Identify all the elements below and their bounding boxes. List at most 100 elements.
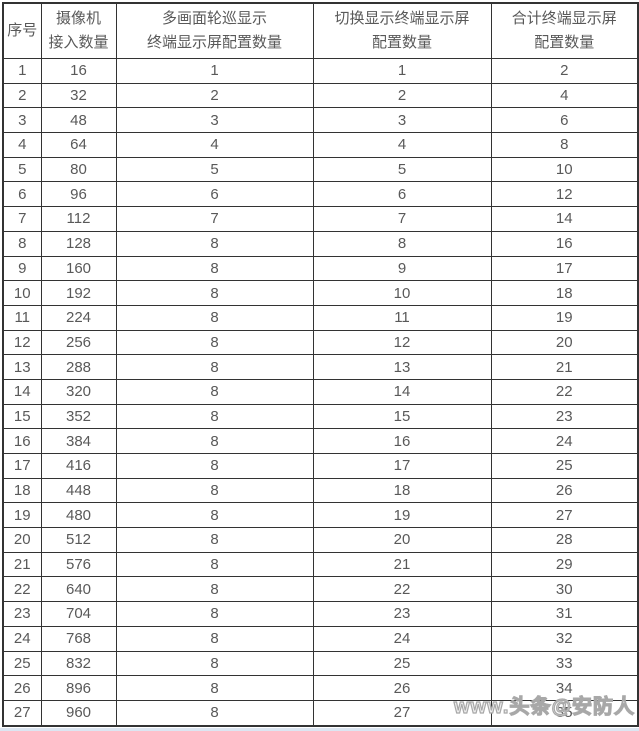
- table-cell: 480: [40, 502, 117, 529]
- table-cell: 22: [490, 378, 639, 405]
- table-cell: 4: [312, 132, 492, 158]
- table-cell: 15: [2, 403, 42, 430]
- table-cell: 10: [490, 156, 639, 183]
- table-cell: 112: [40, 206, 117, 232]
- table-cell: 6: [2, 181, 42, 208]
- table-cell: 32: [490, 625, 639, 652]
- table-row: 21 576 8 21 29: [2, 551, 639, 578]
- table-cell: 8: [115, 699, 314, 727]
- table-cell: 8: [115, 453, 314, 479]
- table-cell: 8: [115, 428, 314, 454]
- table-cell: 7: [312, 206, 492, 232]
- table-cell: 8: [115, 230, 314, 257]
- table-cell: 13: [2, 354, 42, 380]
- table-row: 4 64 4 4 8: [2, 132, 639, 158]
- table-cell: 8: [115, 477, 314, 504]
- table-cell: 34: [490, 675, 639, 701]
- table-cell: 23: [2, 601, 42, 627]
- table-cell: 26: [2, 675, 42, 701]
- header-multiscreen-patrol-line2: 终端显示屏配置数量: [146, 34, 282, 51]
- table-cell: 832: [40, 650, 117, 677]
- table-cell: 4: [490, 82, 639, 109]
- table-cell: 35: [490, 699, 639, 727]
- table-cell: 8: [312, 230, 492, 257]
- table-row: 6 96 6 6 12: [2, 181, 639, 208]
- table-row: 19 480 8 19 27: [2, 502, 639, 529]
- table-cell: 2: [2, 82, 42, 109]
- table-cell: 448: [40, 477, 117, 504]
- table-cell: 14: [2, 378, 42, 405]
- table-cell: 19: [490, 304, 639, 331]
- table-cell: 384: [40, 428, 117, 454]
- table-row: 7 112 7 7 14: [2, 206, 639, 232]
- table-cell: 2: [115, 82, 314, 109]
- table-cell: 48: [40, 107, 117, 134]
- header-switch-display-line2: 配置数量: [371, 34, 432, 51]
- table-cell: 17: [2, 453, 42, 479]
- table-cell: 24: [312, 625, 492, 652]
- table-cell: 10: [2, 280, 42, 306]
- table-cell: 4: [2, 132, 42, 158]
- table-row: 8 128 8 8 16: [2, 230, 639, 257]
- header-camera-count-line2: 接入数量: [48, 34, 109, 51]
- table-cell: 160: [40, 255, 117, 282]
- table-cell: 28: [490, 527, 639, 553]
- table-row: 18 448 8 18 26: [2, 477, 639, 504]
- header-total-terminals-line1: 合计终端显示屏: [511, 10, 617, 27]
- table-cell: 416: [40, 453, 117, 479]
- table-cell: 8: [115, 650, 314, 677]
- table-cell: 7: [115, 206, 314, 232]
- table-cell: 5: [115, 156, 314, 183]
- table-cell: 8: [115, 403, 314, 430]
- table-cell: 29: [490, 551, 639, 578]
- table-cell: 27: [490, 502, 639, 529]
- table-row: 23 704 8 23 31: [2, 601, 639, 627]
- table-cell: 8: [490, 132, 639, 158]
- table-cell: 896: [40, 675, 117, 701]
- table-cell: 16: [40, 58, 117, 84]
- table-row: 14 320 8 14 22: [2, 378, 639, 405]
- table-cell: 25: [312, 650, 492, 677]
- table-cell: 32: [40, 82, 117, 109]
- table-cell: 4: [115, 132, 314, 158]
- table-cell: 10: [312, 280, 492, 306]
- table-cell: 11: [312, 304, 492, 331]
- table-cell: 7: [2, 206, 42, 232]
- table-cell: 6: [312, 181, 492, 208]
- table-row: 16 384 8 16 24: [2, 428, 639, 454]
- header-multiscreen-patrol-line1: 多画面轮巡显示: [161, 10, 267, 27]
- table-cell: 224: [40, 304, 117, 331]
- table-cell: 27: [312, 699, 492, 727]
- table-cell: 16: [490, 230, 639, 257]
- table-cell: 8: [115, 329, 314, 356]
- table-cell: 20: [2, 527, 42, 553]
- table-row: 1 16 1 1 2: [2, 58, 639, 84]
- table-cell: 21: [312, 551, 492, 578]
- table-cell: 288: [40, 354, 117, 380]
- table-cell: 16: [2, 428, 42, 454]
- header-row: 序号 摄像机 接入数量 多画面轮巡显示 终端显示屏配置数量 切换显示终端显示屏 …: [2, 2, 639, 59]
- table-row: 15 352 8 15 23: [2, 403, 639, 430]
- table-cell: 3: [2, 107, 42, 134]
- table-cell: 5: [2, 156, 42, 183]
- table-row: 25 832 8 25 33: [2, 650, 639, 677]
- table-cell: 15: [312, 403, 492, 430]
- table-cell: 26: [312, 675, 492, 701]
- table-cell: 16: [312, 428, 492, 454]
- table-cell: 8: [115, 527, 314, 553]
- table-cell: 18: [312, 477, 492, 504]
- table-cell: 960: [40, 699, 117, 727]
- table-row: 11 224 8 11 19: [2, 304, 639, 331]
- table-cell: 3: [312, 107, 492, 134]
- table-cell: 1: [312, 58, 492, 84]
- table-cell: 25: [2, 650, 42, 677]
- table-row: 13 288 8 13 21: [2, 354, 639, 380]
- table-cell: 3: [115, 107, 314, 134]
- table-cell: 23: [312, 601, 492, 627]
- table-cell: 8: [115, 255, 314, 282]
- header-multiscreen-patrol: 多画面轮巡显示 终端显示屏配置数量: [115, 2, 314, 59]
- table-cell: 5: [312, 156, 492, 183]
- header-total-terminals: 合计终端显示屏 配置数量: [490, 2, 639, 59]
